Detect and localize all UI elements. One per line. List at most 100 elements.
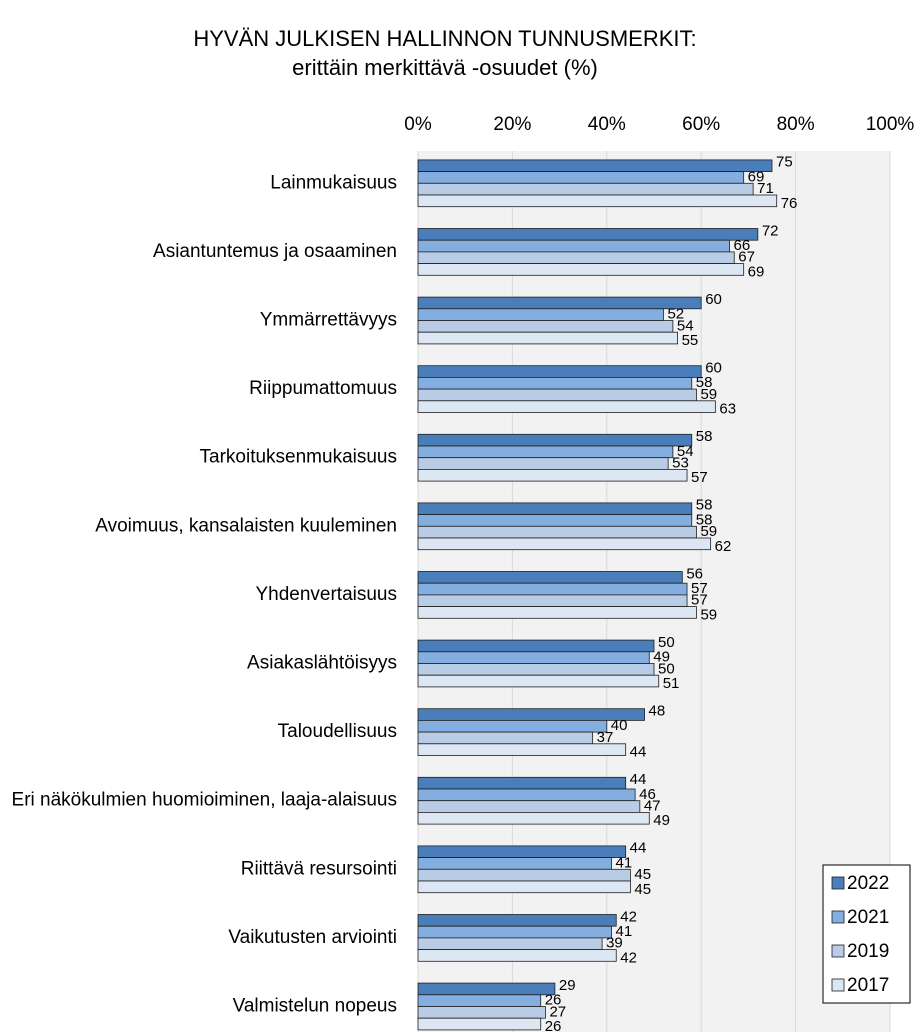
value-label: 59	[700, 606, 717, 623]
value-label: 72	[762, 222, 779, 239]
bar	[417, 171, 745, 184]
legend-label: 2017	[847, 975, 889, 996]
bar	[417, 433, 693, 447]
bar	[417, 331, 679, 345]
bar	[417, 457, 669, 470]
y-tick-label: Asiantuntemus ja osaaminen	[153, 241, 397, 262]
legend-label: 2019	[847, 941, 889, 962]
bar	[417, 606, 697, 619]
bar	[417, 445, 674, 459]
bar	[417, 914, 617, 927]
bar	[417, 800, 641, 813]
bar	[417, 663, 655, 676]
bar	[417, 468, 688, 482]
value-label: 46	[639, 786, 656, 803]
value-label: 39	[606, 935, 623, 952]
bar	[417, 949, 617, 962]
y-tick-label: Riittävä resursointi	[241, 858, 397, 879]
value-label: 42	[620, 949, 637, 966]
bar	[417, 925, 612, 939]
value-label: 58	[696, 428, 713, 445]
y-tick-label: Eri näkökulmien huomioiminen, laaja-alai…	[12, 790, 397, 811]
value-label: 66	[734, 237, 751, 254]
y-tick-label: Tarkoituksenmukaisuus	[200, 447, 397, 468]
bar	[417, 365, 702, 378]
x-tick-label: 80%	[777, 114, 815, 135]
bar	[417, 194, 778, 208]
bar	[417, 651, 650, 664]
bar	[417, 720, 608, 733]
legend-label: 2022	[847, 873, 889, 894]
y-tick-label: Valmistelun nopeus	[233, 996, 397, 1017]
value-label: 26	[545, 992, 562, 1009]
bar	[417, 776, 627, 790]
bar	[417, 639, 655, 653]
bar	[417, 159, 773, 172]
value-label: 62	[715, 538, 732, 555]
value-label: 44	[630, 771, 647, 788]
bar	[417, 743, 627, 756]
y-tick-label: Asiakaslähtöisyys	[247, 653, 397, 674]
value-label: 44	[630, 840, 647, 857]
value-label: 29	[559, 977, 576, 994]
value-label: 60	[705, 360, 722, 377]
value-label: 54	[677, 317, 694, 334]
value-label: 50	[658, 634, 675, 651]
value-label: 57	[691, 580, 708, 597]
value-label: 40	[611, 717, 628, 734]
bar	[417, 182, 754, 196]
y-tick-label: Vaikutusten arviointi	[228, 927, 397, 948]
value-label: 47	[644, 798, 661, 815]
bar	[417, 674, 660, 688]
bar	[417, 263, 745, 276]
chart-subtitle: erittäin merkittävä -osuudet (%)	[292, 55, 598, 80]
bar	[417, 937, 603, 951]
value-label: 42	[620, 908, 637, 925]
value-label: 27	[549, 1003, 566, 1020]
y-tick-label: Yhdenvertaisuus	[255, 584, 397, 605]
bar	[417, 388, 697, 402]
y-tick-label: Lainmukaisuus	[270, 172, 397, 193]
bar	[417, 400, 716, 413]
bar	[417, 845, 627, 859]
bar	[417, 537, 712, 551]
bar	[417, 251, 735, 264]
value-label: 76	[781, 195, 798, 212]
value-label: 56	[686, 565, 703, 582]
value-label: 48	[649, 703, 666, 720]
x-tick-label: 0%	[404, 114, 432, 135]
bar	[417, 571, 683, 584]
chart-title: HYVÄN JULKISEN HALLINNON TUNNUSMERKIT:	[193, 26, 696, 51]
bar	[417, 1006, 546, 1019]
y-tick-label: Avoimuus, kansalaisten kuuleminen	[95, 515, 397, 536]
value-label: 58	[696, 497, 713, 514]
value-label: 69	[748, 263, 765, 280]
bar	[417, 582, 688, 596]
bar	[417, 812, 650, 825]
bar	[417, 320, 674, 333]
value-label: 53	[672, 455, 689, 472]
x-tick-label: 40%	[588, 114, 626, 135]
value-label: 69	[748, 168, 765, 185]
bar	[417, 308, 664, 321]
value-label: 49	[653, 812, 670, 829]
legend-swatch	[831, 876, 845, 890]
bar	[417, 731, 594, 745]
x-tick-label: 100%	[866, 114, 915, 135]
value-label: 57	[691, 592, 708, 609]
value-label: 26	[545, 1018, 562, 1032]
bar	[417, 239, 730, 253]
y-tick-label: Taloudellisuus	[278, 721, 397, 742]
value-label: 57	[691, 469, 708, 486]
value-label: 45	[634, 866, 651, 883]
bar	[417, 982, 556, 996]
value-label: 63	[719, 401, 736, 418]
bar	[417, 296, 702, 310]
value-label: 50	[658, 660, 675, 677]
value-label: 59	[700, 386, 717, 403]
bar	[417, 594, 688, 608]
bar	[417, 502, 693, 515]
x-tick-label: 60%	[682, 114, 720, 135]
value-label: 41	[616, 854, 633, 871]
